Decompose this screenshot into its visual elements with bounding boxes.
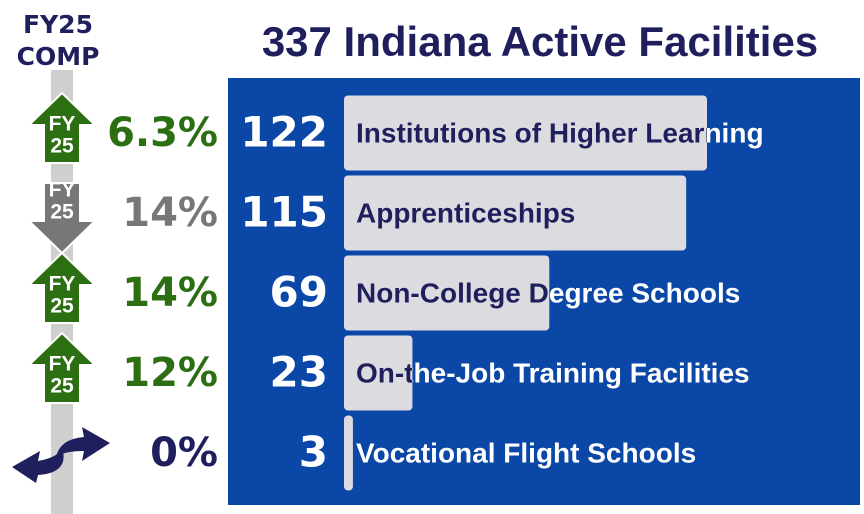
bar <box>344 255 550 331</box>
category-label: Institutions of Higher Learning <box>356 117 764 148</box>
flat-arrow <box>12 447 64 483</box>
category-label: Apprenticeships <box>356 197 575 228</box>
category-label: On-the-Job Training Facilities <box>356 357 750 388</box>
icon-label: FY <box>49 353 76 376</box>
value-label: 122 <box>240 108 328 157</box>
category-label: On-the-Job Training Facilities <box>356 357 750 388</box>
chart-title: 337 Indiana Active Facilities <box>262 18 818 65</box>
value-label: 3 <box>299 428 328 477</box>
comparison-value: 6.3% <box>107 110 218 156</box>
category-label: Non-College Degree Schools <box>356 277 740 308</box>
comparison-value: 14% <box>122 190 218 236</box>
icon-label: FY <box>49 273 76 296</box>
category-label: Apprenticeships <box>356 197 575 228</box>
comparison-value: 0% <box>150 430 218 476</box>
icon-label: FY <box>49 113 76 136</box>
comp-title: FY25 <box>23 10 93 39</box>
icon-label: 25 <box>50 295 74 318</box>
bar <box>344 335 413 411</box>
trend-arrow <box>26 251 98 324</box>
icon-label: FY <box>49 179 76 202</box>
category-label: Vocational Flight Schools <box>356 437 696 468</box>
trend-arrow <box>26 182 98 255</box>
comparison-value: 12% <box>122 350 218 396</box>
category-label: Non-College Degree Schools <box>356 277 740 308</box>
trend-arrow <box>26 91 98 164</box>
flat-arrow <box>56 427 110 461</box>
icon-label: 25 <box>50 375 74 398</box>
value-label: 69 <box>270 268 328 317</box>
comp-title: COMP <box>17 42 100 71</box>
value-label: 23 <box>270 348 328 397</box>
trend-arrow <box>26 331 98 404</box>
bar <box>344 95 707 171</box>
value-label: 115 <box>240 188 328 237</box>
icon-label: 25 <box>50 135 74 158</box>
category-label: Institutions of Higher Learning <box>356 117 764 148</box>
comparison-value: 14% <box>122 270 218 316</box>
icon-label: 25 <box>50 201 74 224</box>
bar <box>344 415 353 491</box>
bar <box>344 175 687 251</box>
